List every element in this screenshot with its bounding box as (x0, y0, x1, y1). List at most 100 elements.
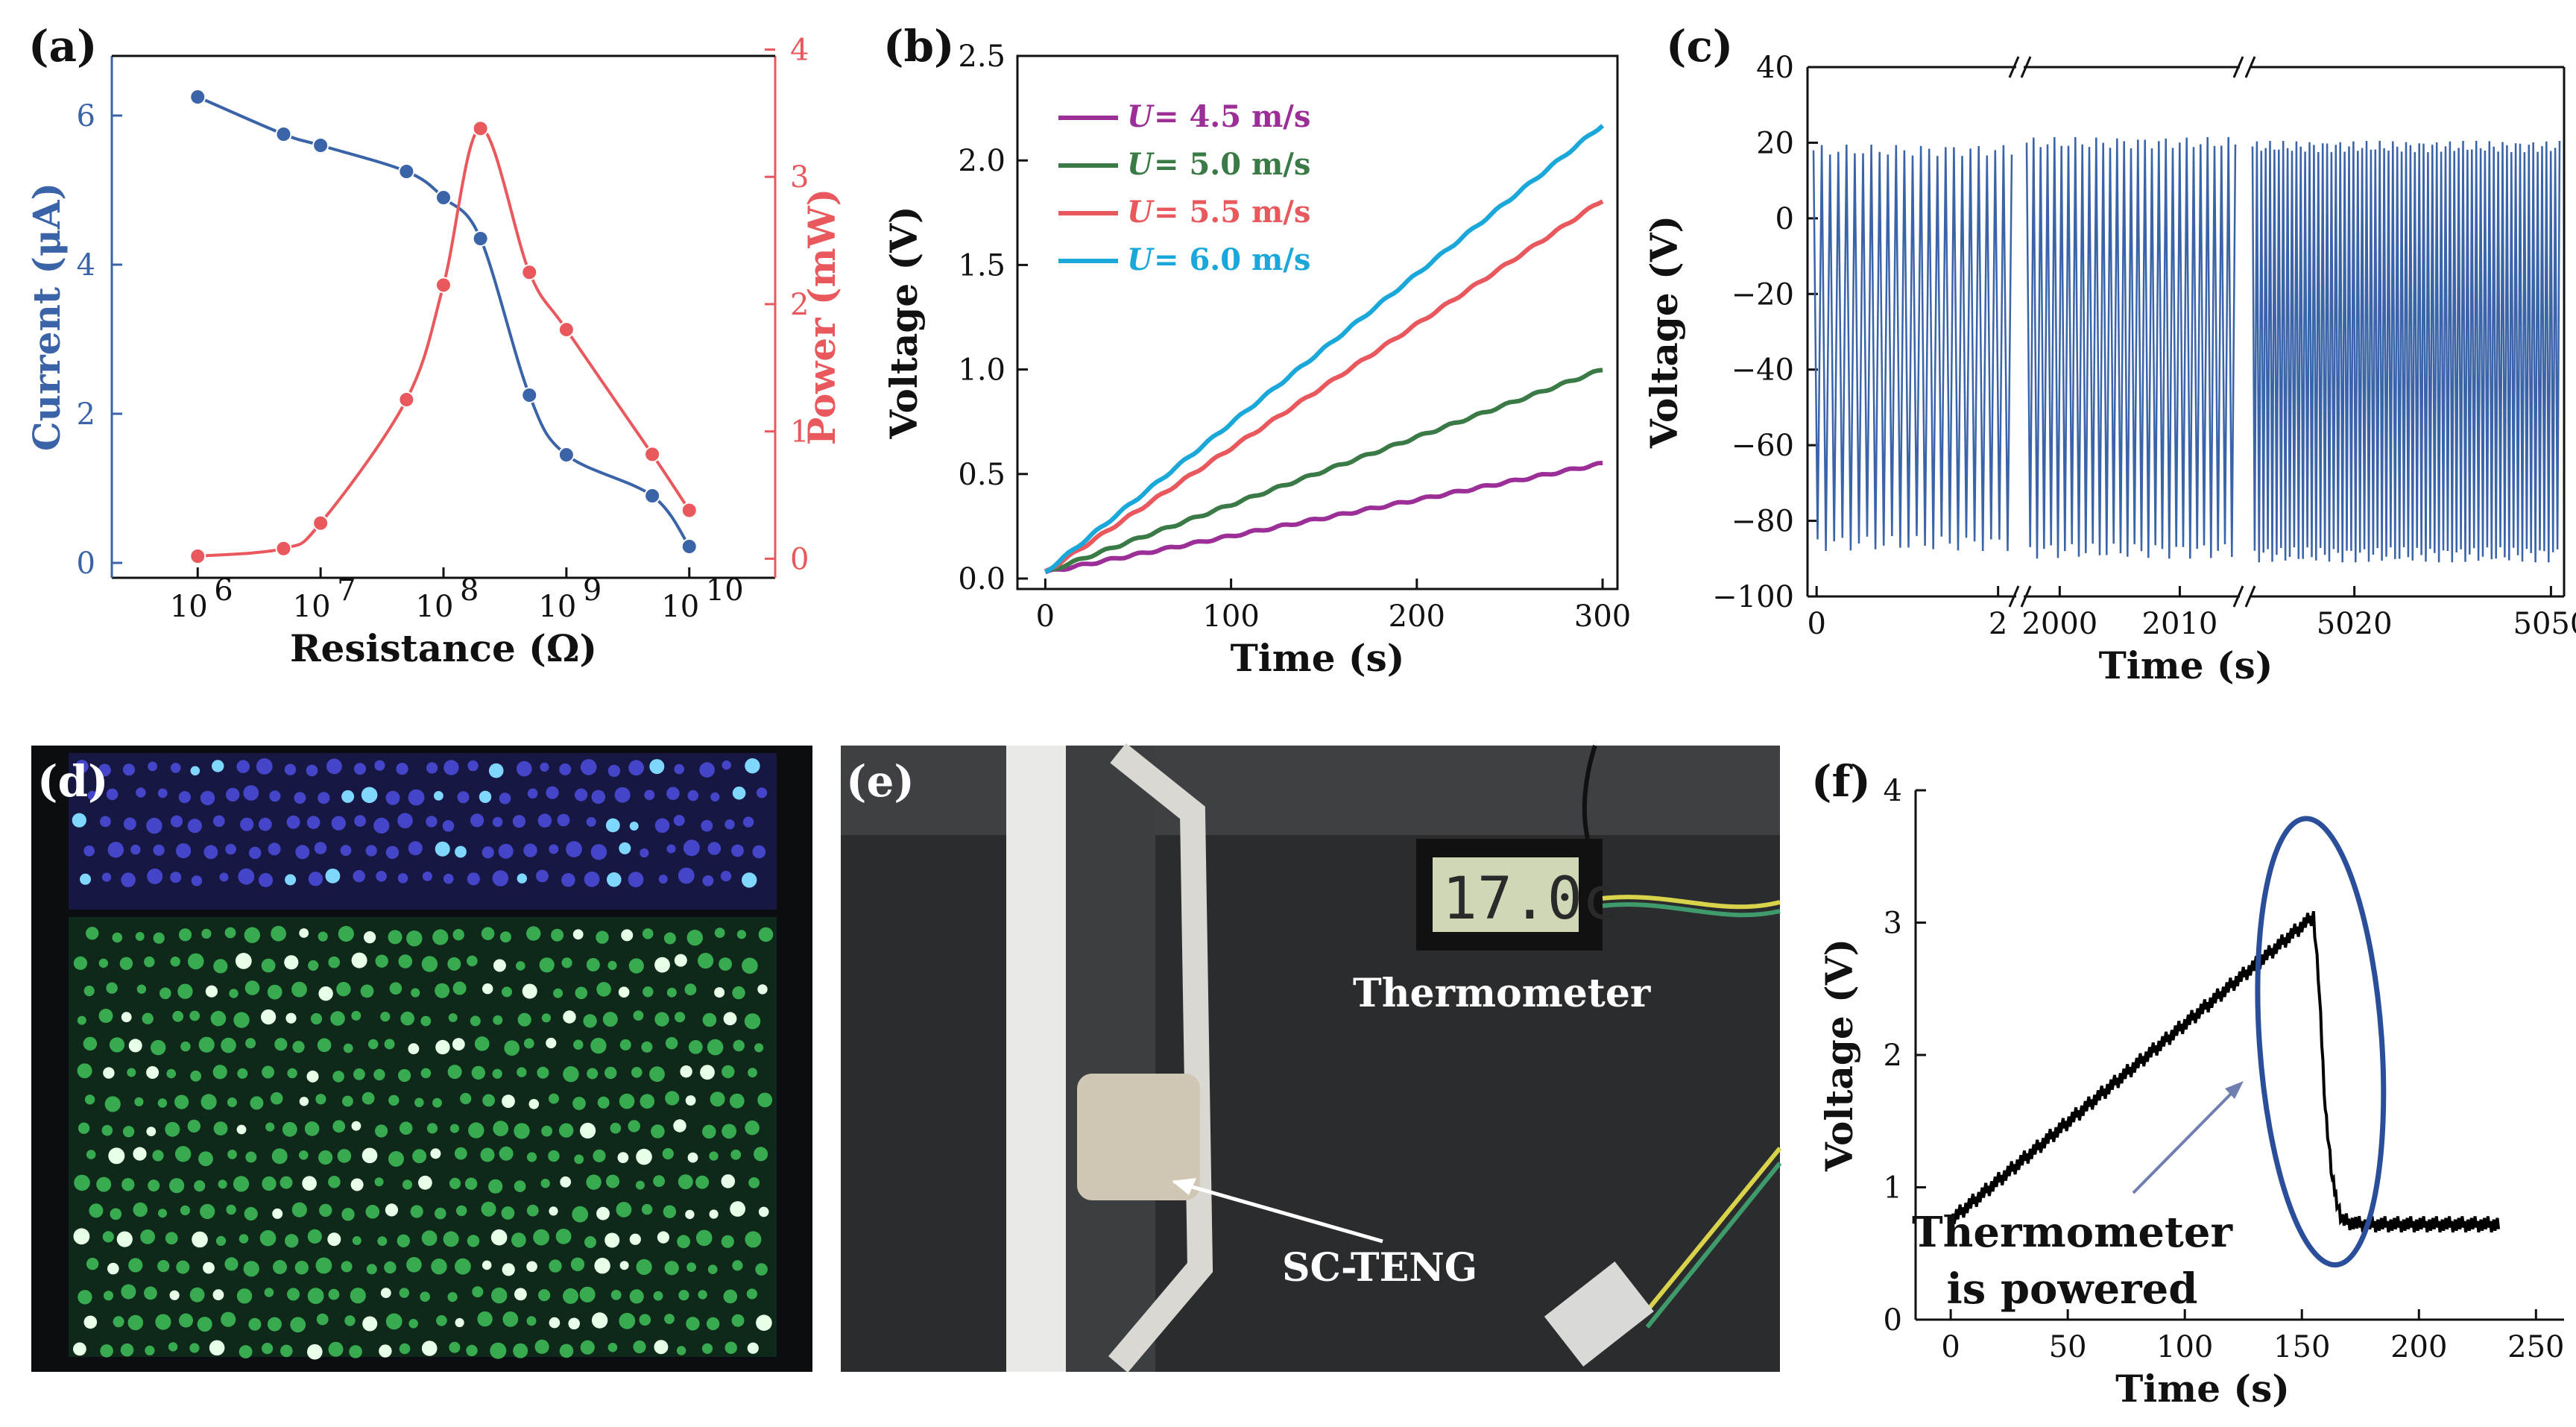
led (699, 762, 715, 778)
led (732, 787, 746, 800)
led (213, 815, 225, 828)
led (189, 1010, 201, 1021)
led (580, 1340, 595, 1355)
led (683, 839, 700, 857)
led (127, 1314, 144, 1331)
led (151, 1039, 166, 1056)
led (121, 872, 136, 887)
data-point-power (435, 277, 452, 294)
led (318, 986, 333, 1001)
led (239, 1234, 249, 1244)
led (388, 1094, 400, 1106)
photo-e-tube (1108, 743, 1213, 1373)
led (172, 1010, 184, 1022)
y-axis-label: Voltage (V) (1817, 939, 1861, 1172)
led (526, 1261, 537, 1273)
led (86, 1150, 96, 1159)
led (166, 1068, 176, 1079)
led (430, 1148, 441, 1159)
led (384, 1261, 397, 1274)
x-axis-label: Time (s) (2115, 1367, 2290, 1411)
led (262, 1065, 275, 1079)
y-left-tick-label: 6 (77, 99, 95, 133)
led (482, 983, 493, 995)
led (229, 989, 239, 998)
led (109, 1037, 125, 1053)
led (318, 931, 328, 942)
led (722, 1124, 736, 1139)
led (666, 844, 676, 854)
led (377, 1236, 388, 1247)
led (213, 959, 228, 974)
data-point-power (644, 446, 661, 463)
led (224, 1257, 239, 1271)
led (78, 1290, 92, 1305)
led (754, 1147, 768, 1162)
led (135, 932, 145, 941)
led (264, 1288, 274, 1297)
led (435, 841, 450, 857)
led (636, 1148, 652, 1165)
led (722, 1065, 735, 1079)
led (575, 986, 588, 1000)
led (724, 819, 735, 830)
led (120, 1343, 134, 1357)
led (101, 872, 112, 882)
led (666, 787, 680, 801)
led (362, 1316, 378, 1332)
led (709, 1151, 719, 1161)
led (526, 1204, 539, 1217)
led (488, 1179, 503, 1194)
annotation-arrow-head (2225, 1081, 2244, 1099)
led (86, 1258, 99, 1270)
led (736, 930, 747, 939)
led (460, 1092, 472, 1105)
led (198, 1151, 213, 1167)
annotation-arrow-line (2132, 1083, 2241, 1194)
led (267, 984, 282, 1000)
x-tick-label: 0 (1807, 607, 1825, 641)
led (707, 842, 722, 855)
led (379, 1344, 392, 1358)
led (604, 1232, 620, 1248)
led (559, 763, 572, 775)
led (748, 1068, 757, 1078)
led (136, 787, 146, 798)
led (540, 1179, 550, 1188)
led (226, 787, 240, 802)
led (481, 927, 495, 940)
led (639, 1314, 651, 1326)
led (687, 1152, 698, 1163)
led (537, 813, 552, 828)
led (399, 1121, 413, 1135)
led (442, 820, 455, 832)
led (546, 1037, 557, 1049)
legend-label: = 4.5 m/s (1154, 99, 1310, 134)
data-point-power (558, 321, 575, 338)
led (170, 957, 180, 967)
led (590, 844, 607, 860)
led (304, 1121, 320, 1136)
led (213, 1121, 228, 1135)
led (665, 1091, 680, 1106)
led (239, 1345, 253, 1358)
led (174, 1094, 189, 1109)
led (225, 843, 236, 855)
led (280, 1176, 293, 1189)
led (449, 1341, 461, 1353)
data-point-current (644, 488, 661, 504)
led (259, 873, 273, 887)
led (540, 762, 549, 772)
led (406, 1257, 422, 1273)
photo-d-led-array (31, 746, 812, 1372)
led (190, 766, 201, 776)
led (373, 1068, 385, 1081)
led (273, 1260, 287, 1274)
led (385, 845, 400, 860)
led (665, 1037, 678, 1050)
y-tick-label: 20 (1756, 126, 1794, 160)
led (240, 817, 254, 831)
led (641, 1041, 653, 1053)
data-point-current (275, 126, 292, 142)
led (714, 927, 725, 938)
